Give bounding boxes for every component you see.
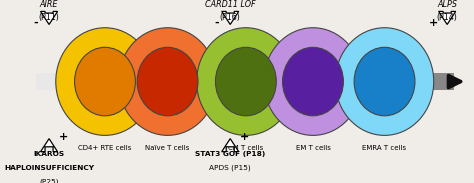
Text: CD4+ RTE cells: CD4+ RTE cells <box>78 145 132 151</box>
Text: APDS (P15): APDS (P15) <box>210 165 251 171</box>
Ellipse shape <box>197 28 295 135</box>
Ellipse shape <box>283 47 343 116</box>
Text: STAT3 GOF (P18): STAT3 GOF (P18) <box>195 151 265 157</box>
FancyArrow shape <box>41 11 57 25</box>
Bar <box>36 73 65 90</box>
FancyArrow shape <box>41 139 57 152</box>
Ellipse shape <box>335 28 434 135</box>
Ellipse shape <box>264 28 362 135</box>
Ellipse shape <box>74 47 136 116</box>
Text: (P16): (P16) <box>220 13 241 22</box>
Ellipse shape <box>354 47 415 116</box>
Text: -: - <box>33 18 38 28</box>
FancyArrow shape <box>438 11 456 25</box>
Text: (P11): (P11) <box>38 13 60 22</box>
Text: CARD11 LOF: CARD11 LOF <box>205 0 255 9</box>
Text: (P14): (P14) <box>437 13 457 22</box>
Text: ALPS: ALPS <box>437 0 457 9</box>
Text: IKAROS: IKAROS <box>34 151 64 157</box>
Ellipse shape <box>118 28 217 135</box>
FancyArrow shape <box>222 11 239 25</box>
Text: Naïve T cells: Naïve T cells <box>146 145 190 151</box>
FancyArrow shape <box>222 139 239 152</box>
Ellipse shape <box>137 47 198 116</box>
Text: EMRA T cells: EMRA T cells <box>363 145 407 151</box>
Bar <box>65 73 454 90</box>
Ellipse shape <box>56 28 154 135</box>
Text: +: + <box>240 132 249 142</box>
Text: +: + <box>429 18 438 28</box>
Text: CM T cells: CM T cells <box>228 145 264 151</box>
Ellipse shape <box>216 47 276 116</box>
Text: HAPLOINSUFFICIENCY: HAPLOINSUFFICIENCY <box>4 165 94 171</box>
Text: AIRE: AIRE <box>40 0 58 9</box>
Text: -: - <box>215 18 219 28</box>
Text: EM T cells: EM T cells <box>295 145 330 151</box>
Text: (P25): (P25) <box>39 179 59 183</box>
Text: +: + <box>59 132 68 142</box>
